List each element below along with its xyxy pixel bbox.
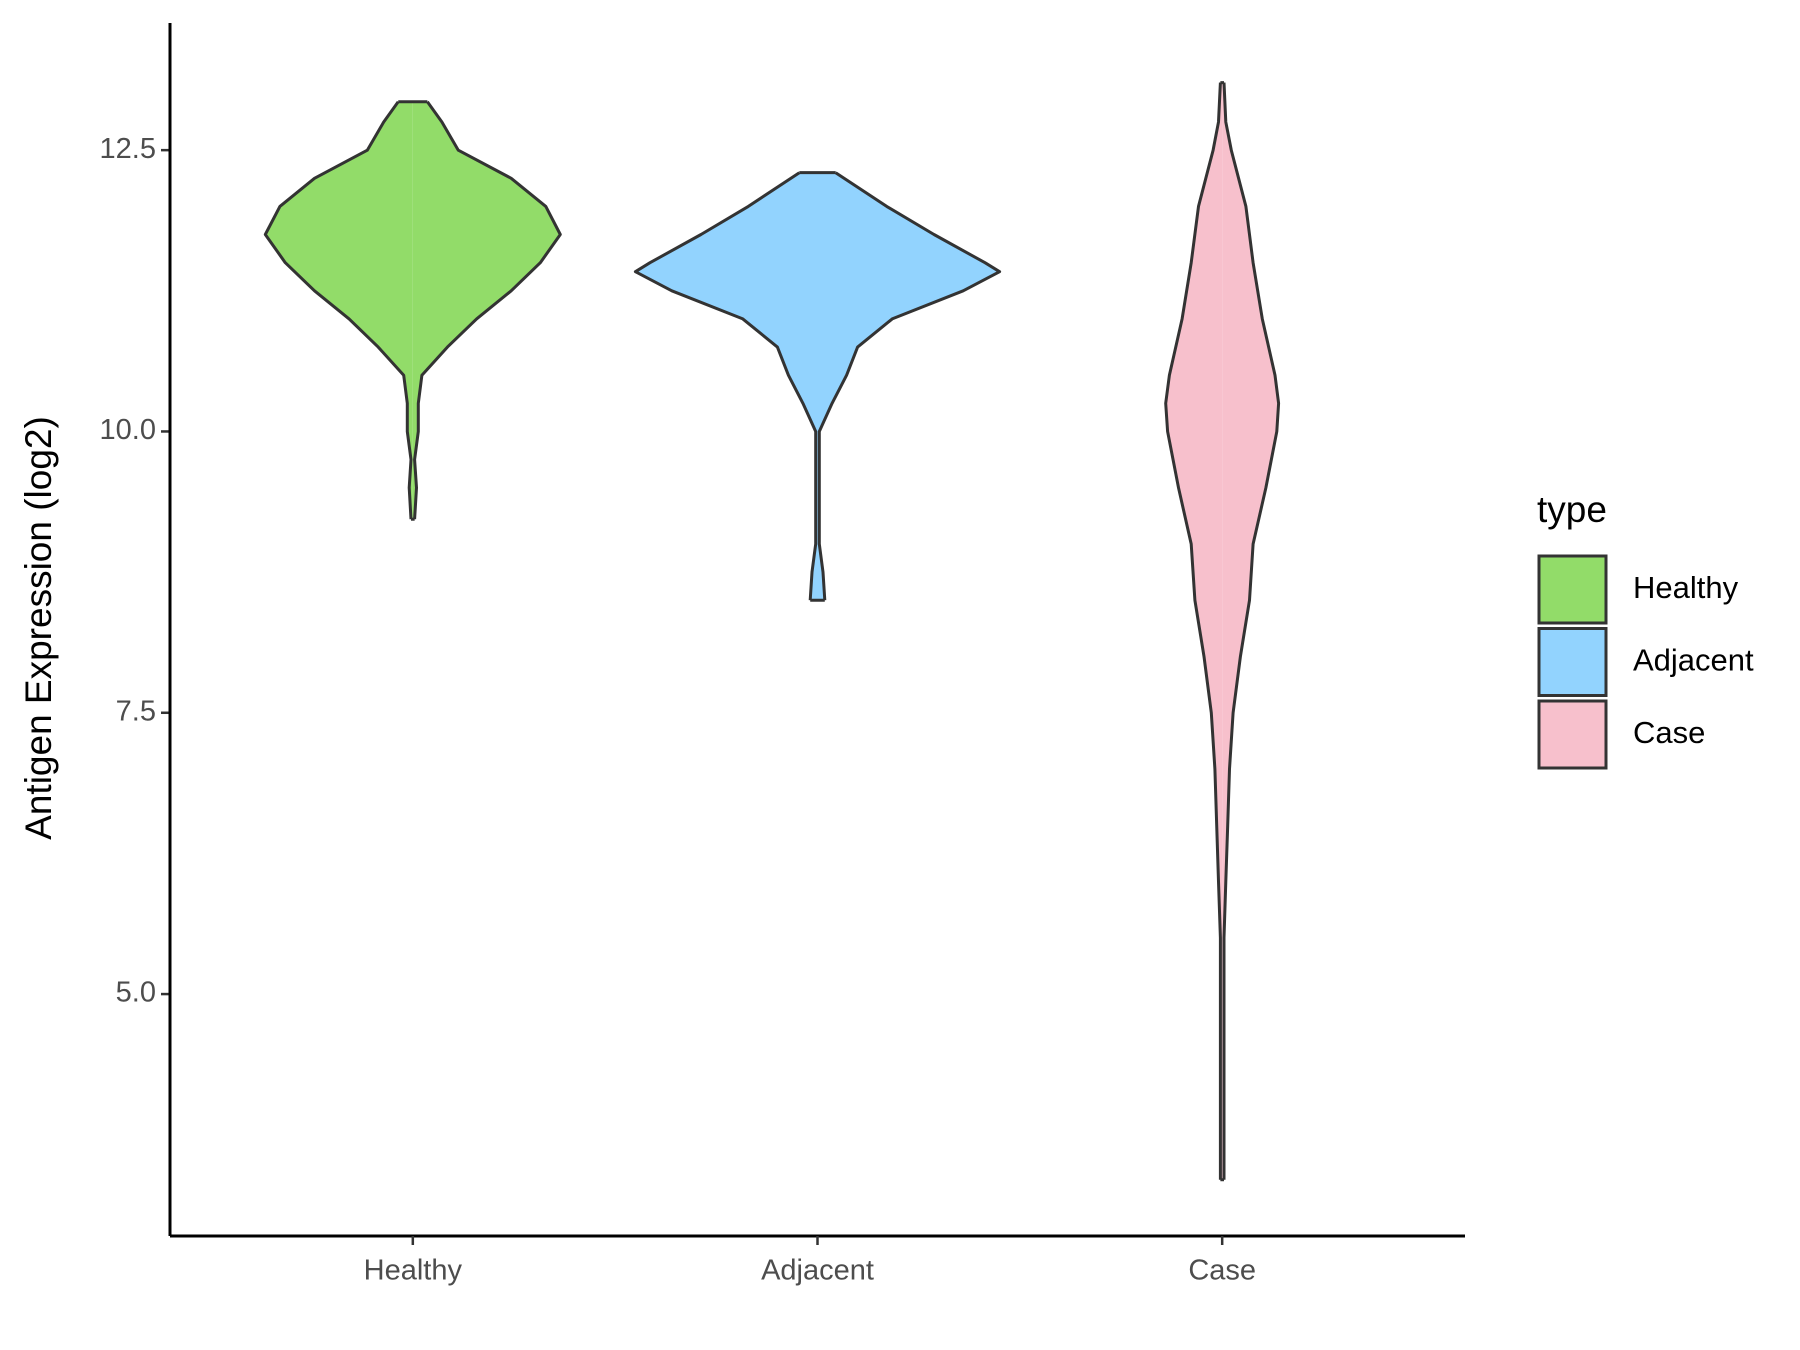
legend-label: Healthy (1633, 570, 1739, 605)
legend-key (1537, 554, 1608, 625)
legend-key (1537, 627, 1608, 697)
legend-label: Adjacent (1633, 643, 1754, 678)
legend-label: Case (1633, 715, 1705, 750)
violin-outline (263, 100, 413, 520)
y-tick-label: 12.5 (100, 133, 156, 165)
y-tick-label: 7.5 (116, 695, 156, 727)
legend-title: type (1537, 489, 1607, 530)
y-tick-label: 5.0 (116, 977, 156, 1009)
x-tick-label: Case (1188, 1255, 1256, 1287)
y-axis-title: Antigen Expression (log2) (18, 416, 59, 840)
x-tick-label: Healthy (364, 1255, 463, 1287)
violin-fill (1165, 82, 1223, 1180)
legend-key (1537, 699, 1608, 770)
violin-outline (817, 171, 1002, 601)
violin-fill (635, 172, 818, 601)
x-tick-label: Adjacent (761, 1255, 874, 1287)
violin-fill (817, 172, 1000, 601)
violin-outline (413, 100, 562, 520)
violin-outline (633, 171, 818, 601)
violin-outline (1222, 82, 1281, 1180)
y-tick-label: 10.0 (100, 414, 156, 446)
violin-fill (1222, 82, 1279, 1180)
violin-outline (1164, 82, 1222, 1180)
